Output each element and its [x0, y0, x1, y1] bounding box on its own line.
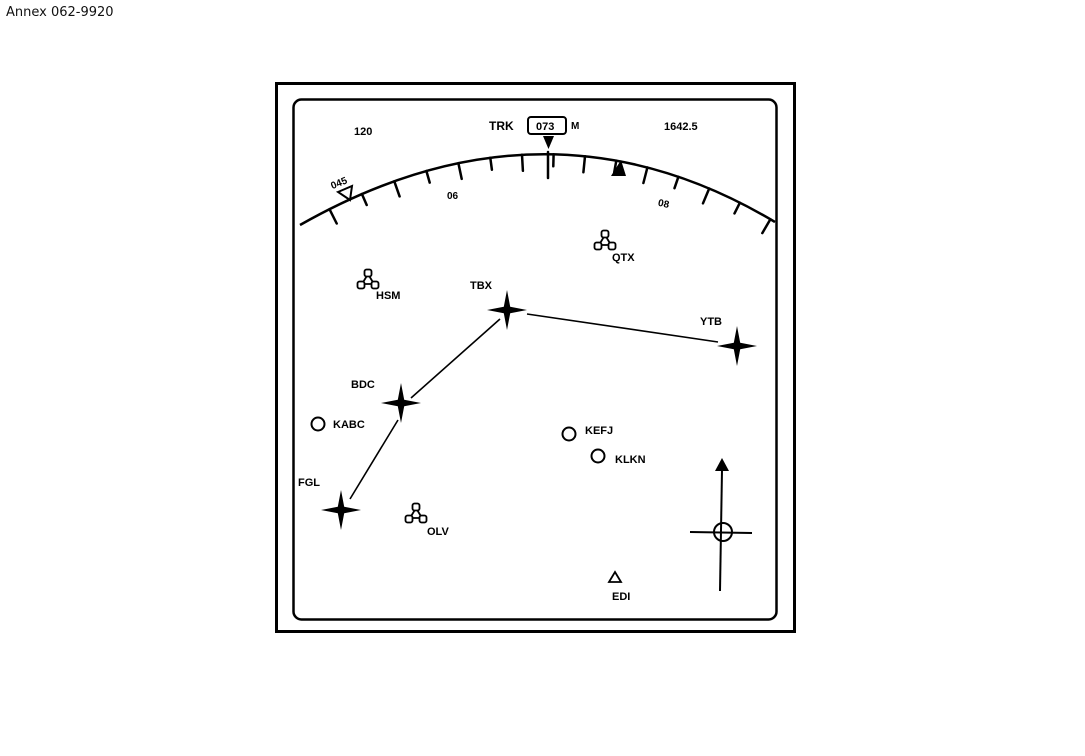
route-leg-fgl-bdc: [349, 419, 399, 500]
heading-bug-icon: [335, 184, 354, 202]
route-leg-bdc-tbx: [410, 318, 501, 399]
arc-scale-06: 06: [447, 191, 459, 202]
waypoint-label-tbx: TBX: [470, 280, 493, 292]
north-arrow-icon: [715, 458, 729, 471]
airport-markers: [310, 416, 606, 464]
navaid-label-olv: OLV: [427, 526, 449, 538]
compass-tick: [425, 169, 431, 184]
compass-tick: [733, 201, 742, 215]
waypoint-star-icon: [717, 326, 757, 366]
compass-ticks: [328, 150, 772, 235]
route-leg-tbx-ytb: [526, 313, 719, 343]
waypoint-star-icon: [487, 290, 527, 330]
compass-tick: [761, 218, 772, 235]
airport-label-klkn: KLKN: [615, 454, 646, 466]
compass-tick: [673, 175, 680, 190]
range-readout: 120: [354, 126, 372, 138]
track-value: 073: [536, 121, 554, 133]
vor-dme-icon: [404, 502, 428, 524]
ndb-label-edi: EDI: [612, 591, 630, 603]
screen-border: [292, 98, 778, 621]
airport-circle-icon: [561, 426, 577, 442]
airport-label-kabc: KABC: [333, 419, 365, 431]
waypoint-label-fgl: FGL: [298, 477, 320, 489]
triangle-point-icon: [607, 570, 623, 583]
distance-readout: 1642.5: [664, 121, 698, 133]
annex-label: Annex 062-9920: [6, 5, 114, 20]
compass-tick: [328, 207, 338, 225]
compass-tick: [642, 166, 649, 185]
track-pointer-icon: [543, 136, 554, 149]
compass-tick: [520, 153, 525, 173]
compass-tick: [360, 192, 368, 207]
trk-label: TRK: [489, 119, 514, 133]
waypoint-label-ytb: YTB: [700, 316, 722, 328]
vor-dme-icon: [593, 229, 617, 251]
waypoint-star-icon: [381, 383, 421, 423]
compass-tick: [393, 180, 401, 198]
waypoint-star-icon: [321, 490, 361, 530]
arc-scale-08: 08: [657, 198, 671, 211]
track-box: [527, 116, 567, 135]
aircraft-vertical-line: [719, 469, 723, 592]
aircraft-symbol-icon: [689, 469, 753, 592]
mag-ref: M: [571, 121, 579, 132]
airport-circle-icon: [310, 416, 326, 432]
wind-pointer-icon: [611, 160, 626, 176]
airport-label-kefj: KEFJ: [585, 425, 613, 437]
compass-tick: [489, 156, 494, 171]
airport-circle-icon: [590, 448, 606, 464]
compass-tick: [457, 161, 463, 181]
aircraft-circle: [713, 522, 733, 542]
waypoint-label-bdc: BDC: [351, 379, 375, 391]
compass-tick: [701, 187, 711, 205]
compass-tick: [582, 155, 587, 174]
navaid-label-qtx: QTX: [612, 252, 635, 264]
vor-dme-icon: [356, 268, 380, 290]
route-line: [349, 313, 719, 500]
navaid-label-hsm: HSM: [376, 290, 400, 302]
compass-arc: [299, 153, 776, 227]
aircraft-horizontal-line: [689, 531, 753, 534]
waypoint-markers: [321, 290, 757, 530]
outer-frame: [275, 82, 796, 633]
